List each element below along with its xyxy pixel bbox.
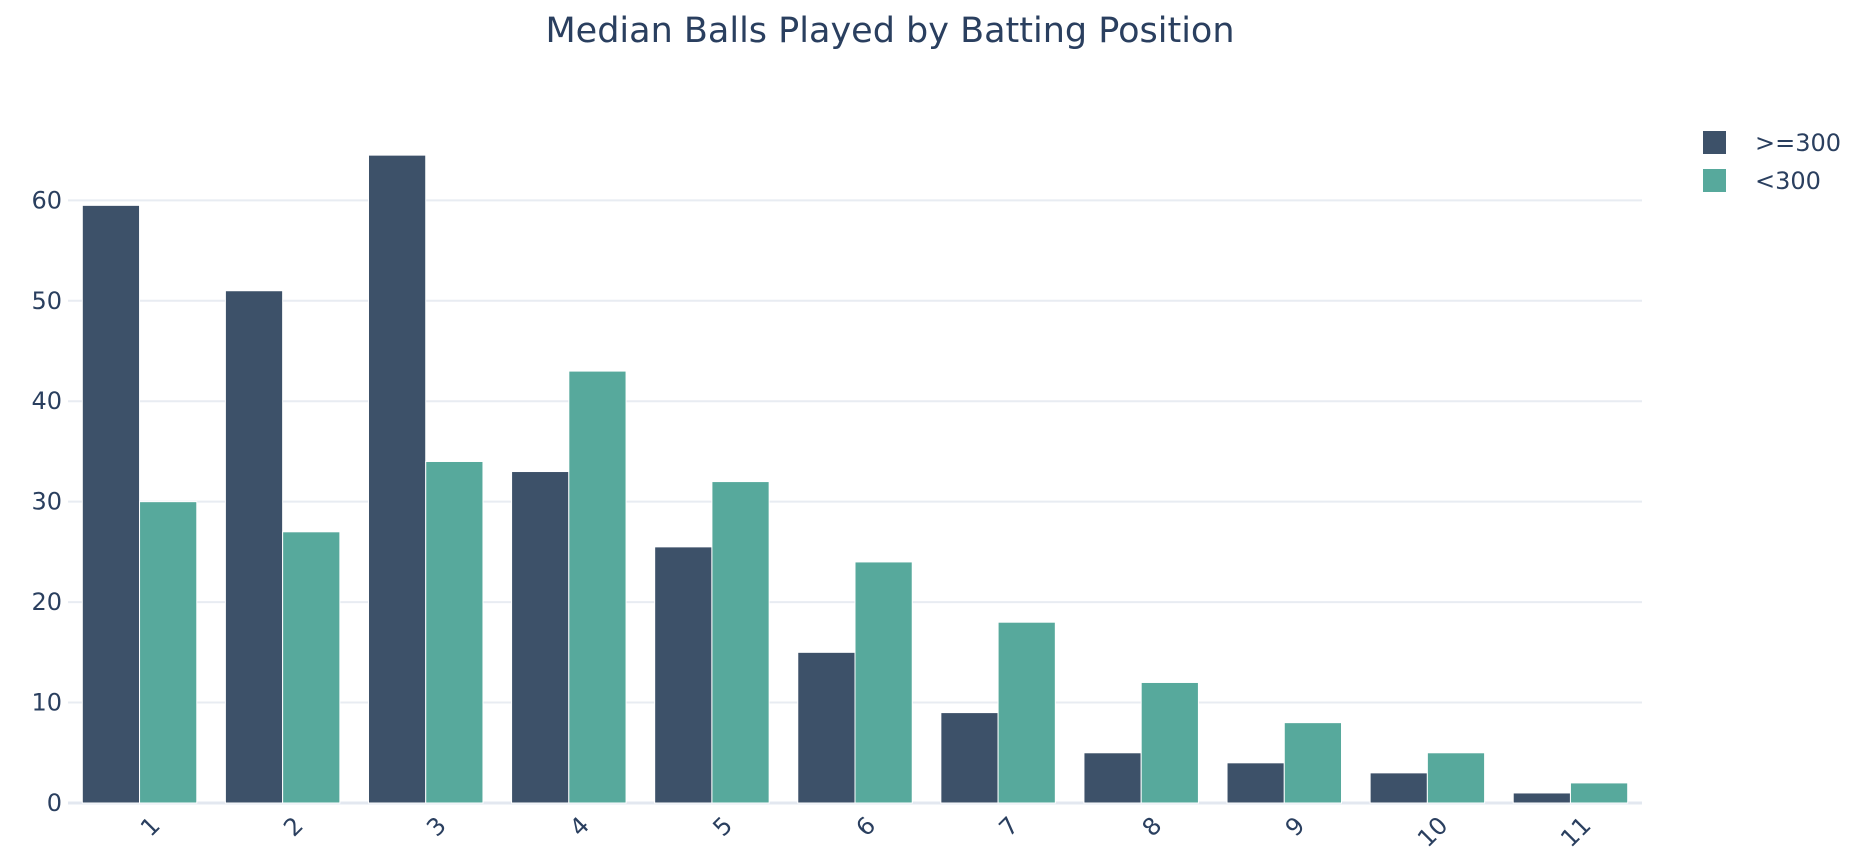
bar-lt300-8 [1140,681,1199,804]
bar-gte300-9 [1226,762,1285,804]
bar-gte300-11 [1512,792,1571,804]
bar-gte300-8 [1083,752,1142,804]
y-tick-label: 60 [31,186,62,214]
chart-title: Median Balls Played by Batting Position [545,11,1234,51]
y-tick-label: 10 [31,689,62,717]
bars [81,154,1629,804]
bar-lt300-6 [854,561,913,804]
bar-lt300-10 [1426,752,1486,804]
x-tick-label: 5 [707,811,738,842]
bar-lt300-4 [568,370,627,804]
x-axis: 1 2 3 4 5 6 7 8 9 10 11 [135,811,1597,852]
legend-item[interactable]: <300 [1703,167,1821,195]
x-tick-label: 1 [135,811,166,842]
bar-lt300-5 [711,481,770,804]
bar-gte300-6 [797,651,856,804]
bar-gte300-4 [511,471,570,804]
legend: >=300 <300 [1703,129,1841,195]
x-tick-label: 6 [851,811,882,842]
x-tick-label: 7 [994,811,1025,842]
y-axis: 0 10 20 30 40 50 60 [31,186,62,817]
x-tick-label: 10 [1412,811,1453,852]
legend-label: >=300 [1755,129,1841,157]
bar-gte300-10 [1369,772,1428,804]
x-tick-label: 2 [278,811,309,842]
bar-gte300-2 [224,290,284,804]
bar-gte300-3 [367,154,427,804]
bar-lt300-1 [139,501,198,804]
legend-swatch [1703,169,1726,192]
y-tick-label: 50 [31,287,62,315]
legend-label: <300 [1755,167,1821,195]
x-tick-label: 9 [1280,811,1311,842]
y-tick-label: 30 [31,488,62,516]
x-tick-label: 11 [1555,811,1596,852]
legend-item[interactable]: >=300 [1703,129,1841,157]
x-tick-label: 3 [421,811,452,842]
bar-lt300-9 [1283,722,1343,804]
bar-lt300-7 [997,621,1056,804]
bar-gte300-5 [654,546,713,804]
bar-lt300-11 [1569,782,1629,804]
bar-lt300-2 [282,531,341,804]
x-tick-label: 4 [564,811,595,842]
bar-gte300-7 [940,712,999,804]
y-tick-label: 20 [31,588,62,616]
x-tick-label: 8 [1137,811,1168,842]
y-tick-label: 0 [47,789,62,817]
bar-lt300-3 [425,460,484,804]
bar-gte300-1 [81,204,141,804]
legend-swatch [1703,131,1726,154]
y-tick-label: 40 [31,387,62,415]
